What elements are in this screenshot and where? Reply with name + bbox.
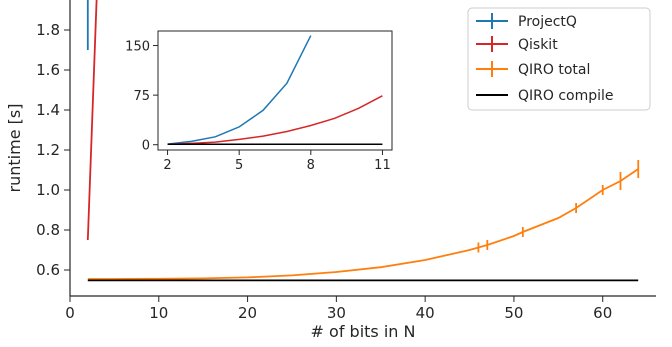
inset-x-tick-label: 2 (163, 158, 171, 173)
inset-y-tick-label: 0 (142, 139, 150, 154)
x-tick-label: 30 (327, 304, 346, 322)
x-tick-label: 40 (416, 304, 435, 322)
y-tick-label: 1.8 (36, 21, 60, 39)
y-axis-label: runtime [s] (5, 104, 24, 193)
x-tick-label: 0 (65, 304, 75, 322)
y-tick-label: 1.0 (36, 181, 60, 199)
x-tick-label: 60 (593, 304, 612, 322)
x-tick-label: 20 (238, 304, 257, 322)
series-qiskit-line (86, 0, 98, 241)
inset-frame (157, 30, 393, 151)
series-qiro-total-line (87, 168, 639, 280)
y-tick-label: 0.6 (36, 261, 60, 279)
x-tick-label: 10 (149, 304, 168, 322)
inset-y-tick-label: 150 (125, 40, 150, 55)
main-series-layer (86, 0, 640, 282)
legend-label-qiro-total: QIRO total (518, 62, 590, 78)
legend-label-qiro-compile: QIRO compile (518, 88, 614, 104)
inset-x-tick-label: 5 (235, 158, 243, 173)
inset-series-qiskit-line (167, 95, 383, 145)
inset-y-tick-label: 75 (133, 89, 150, 104)
x-axis-label: # of bits in N (311, 322, 416, 341)
y-tick-label: 1.4 (36, 101, 60, 119)
y-tick-label: 0.8 (36, 221, 60, 239)
legend-label-projectq: ProjectQ (518, 14, 577, 30)
y-tick-label: 1.2 (36, 141, 60, 159)
inset-series-layer (167, 35, 383, 146)
inset-series-projectq-line (167, 35, 312, 145)
legend-label-qiskit: Qiskit (518, 37, 558, 53)
y-tick-label: 1.6 (36, 61, 60, 79)
legend-box (467, 7, 651, 111)
main-ticks: 0 10 20 30 40 50 600.60.81.01.21.41.61.8 (36, 21, 612, 322)
x-tick-label: 50 (504, 304, 523, 322)
inset-x-tick-label: 8 (307, 158, 315, 173)
inset-chart: 2 5 8 11 0 75 150 (125, 30, 393, 173)
inset-x-tick-label: 11 (374, 158, 391, 173)
inset-ticks: 2 5 8 11 0 75 150 (125, 40, 391, 173)
legend: ProjectQ Qiskit QIRO total QIRO compile (467, 7, 651, 111)
